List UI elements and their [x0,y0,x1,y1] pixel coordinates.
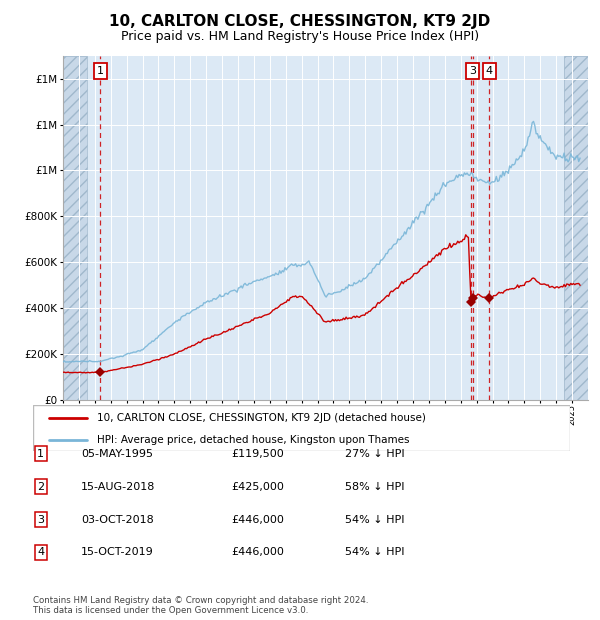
Text: 15-AUG-2018: 15-AUG-2018 [81,482,155,492]
Text: 1: 1 [37,449,44,459]
Text: 58% ↓ HPI: 58% ↓ HPI [345,482,404,492]
Text: 27% ↓ HPI: 27% ↓ HPI [345,449,404,459]
Text: 1: 1 [97,66,104,76]
Text: 3: 3 [37,515,44,525]
Text: Price paid vs. HM Land Registry's House Price Index (HPI): Price paid vs. HM Land Registry's House … [121,30,479,43]
Bar [63,56,87,400]
Text: 54% ↓ HPI: 54% ↓ HPI [345,547,404,557]
Text: Contains HM Land Registry data © Crown copyright and database right 2024.
This d: Contains HM Land Registry data © Crown c… [33,596,368,615]
Text: £119,500: £119,500 [231,449,284,459]
Text: £446,000: £446,000 [231,547,284,557]
Text: 4: 4 [37,547,44,557]
Text: 2: 2 [37,482,44,492]
Bar [564,56,588,400]
Text: 54% ↓ HPI: 54% ↓ HPI [345,515,404,525]
Text: £446,000: £446,000 [231,515,284,525]
FancyBboxPatch shape [33,405,570,451]
Text: 3: 3 [469,66,476,76]
Text: £425,000: £425,000 [231,482,284,492]
Text: 10, CARLTON CLOSE, CHESSINGTON, KT9 2JD (detached house): 10, CARLTON CLOSE, CHESSINGTON, KT9 2JD … [97,413,427,423]
Text: 03-OCT-2018: 03-OCT-2018 [81,515,154,525]
Bar [564,56,588,400]
Text: 10, CARLTON CLOSE, CHESSINGTON, KT9 2JD: 10, CARLTON CLOSE, CHESSINGTON, KT9 2JD [109,14,491,29]
Text: HPI: Average price, detached house, Kingston upon Thames: HPI: Average price, detached house, King… [97,435,410,445]
Text: 4: 4 [485,66,493,76]
Text: 15-OCT-2019: 15-OCT-2019 [81,547,154,557]
Text: 05-MAY-1995: 05-MAY-1995 [81,449,153,459]
Bar [63,56,87,400]
